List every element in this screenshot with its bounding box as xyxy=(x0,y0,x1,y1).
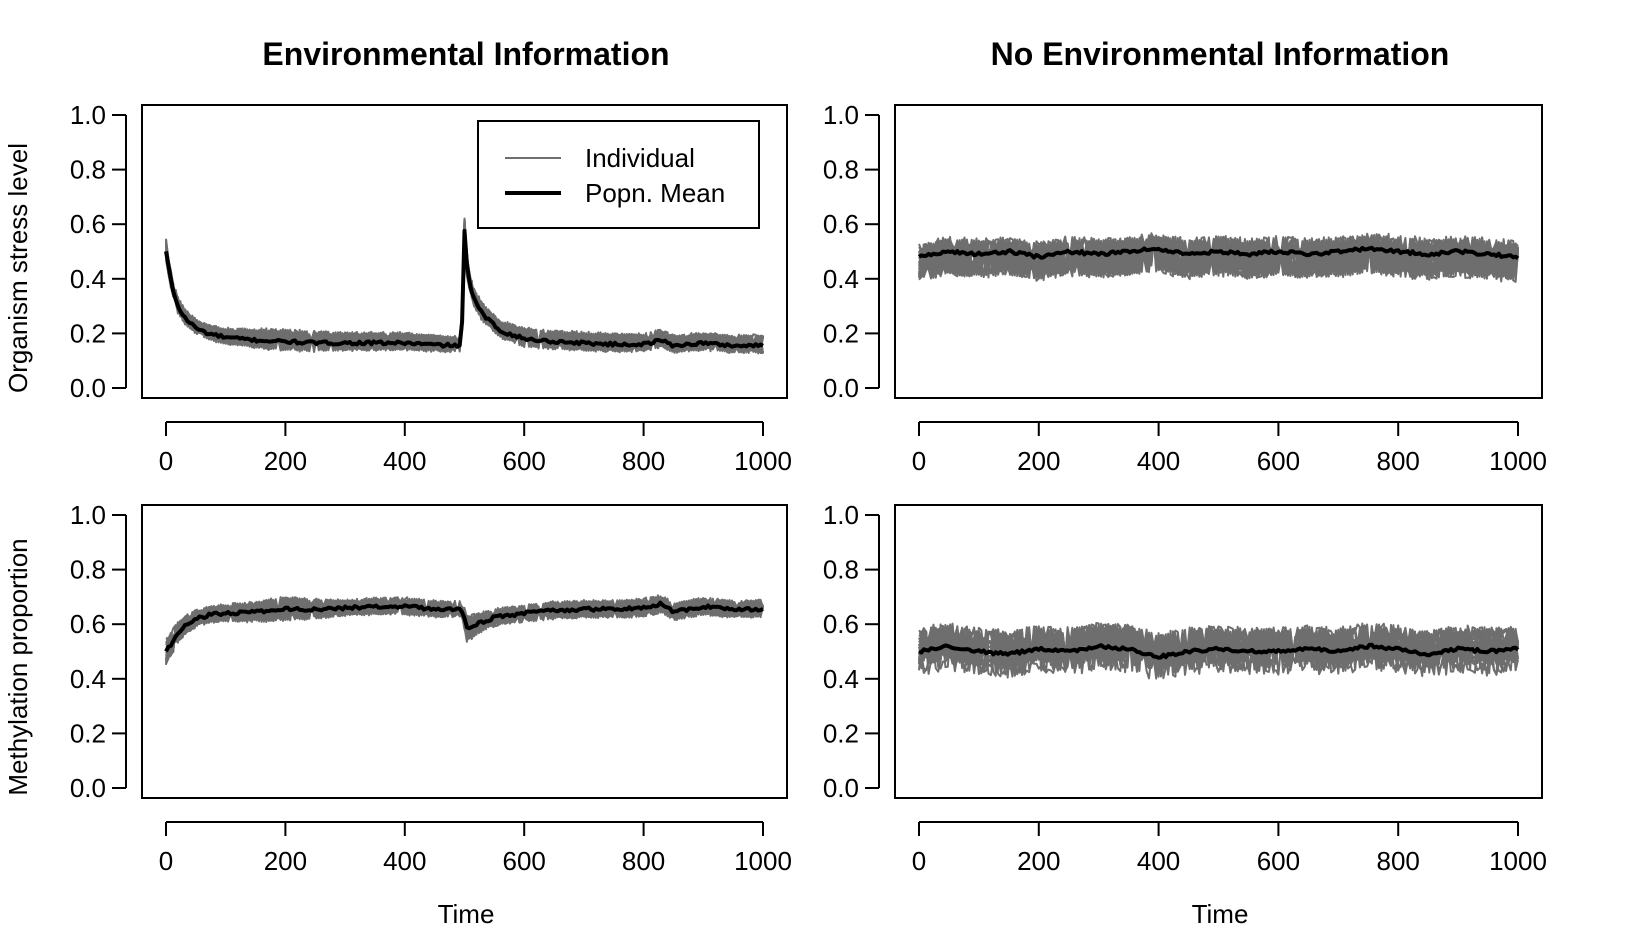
x-tick-label: 400 xyxy=(1137,846,1180,876)
x-tick-label: 0 xyxy=(159,846,173,876)
y-tick-label: 1.0 xyxy=(823,500,859,530)
x-tick-label: 600 xyxy=(503,446,546,476)
xlabel-left: Time xyxy=(438,899,495,929)
x-tick-label: 800 xyxy=(622,846,665,876)
x-tick-label: 800 xyxy=(622,446,665,476)
xlabel-right: Time xyxy=(1192,899,1249,929)
individual-line xyxy=(165,596,764,648)
y-tick-label: 0.0 xyxy=(823,773,859,803)
panel-4: 0 200 400 600 800 1000 0.0 0.2 0.4 0.6 0.8 1.0 xyxy=(823,500,1547,876)
y-tick-label: 0.6 xyxy=(823,609,859,639)
y-tick-label: 0.6 xyxy=(823,209,859,239)
x-tick-label: 800 xyxy=(1377,846,1420,876)
y-tick-label: 0.2 xyxy=(823,718,859,748)
x-tick-label: 400 xyxy=(1137,446,1180,476)
x-tick-label: 1000 xyxy=(734,846,792,876)
y-tick-label: 0.6 xyxy=(70,209,106,239)
x-tick-label: 1000 xyxy=(734,446,792,476)
x-tick-label: 200 xyxy=(264,846,307,876)
y-tick-label: 0.4 xyxy=(70,664,106,694)
plot-frame xyxy=(894,104,1543,399)
population-mean-line xyxy=(164,600,764,653)
legend-box xyxy=(477,120,760,229)
y-tick-label: 0.4 xyxy=(823,264,859,294)
legend-entry: Popn. Mean xyxy=(585,178,725,208)
y-tick-label: 0.8 xyxy=(70,155,106,185)
x-tick-label: 0 xyxy=(912,846,926,876)
population-mean-line xyxy=(164,228,764,349)
panel-1: 0 200 400 600 800 1000 0.0 0.2 0.4 0.6 0.8 1.0 Indiv… xyxy=(70,100,792,476)
individual-lines xyxy=(918,622,1519,680)
panel-3: 0 200 400 600 800 1000 0.0 0.2 0.4 0.6 0.8 1.0 xyxy=(70,500,792,876)
y-tick-label: 0.2 xyxy=(70,318,106,348)
individual-line xyxy=(918,233,1519,279)
x-tick-label: 200 xyxy=(1017,446,1060,476)
title-left: Environmental Information xyxy=(262,36,669,72)
x-tick-label: 0 xyxy=(912,446,926,476)
y-tick-label: 0.2 xyxy=(70,718,106,748)
x-tick-label: 600 xyxy=(1257,846,1300,876)
x-tick-label: 200 xyxy=(1017,846,1060,876)
x-tick-label: 1000 xyxy=(1489,846,1547,876)
panel-2: 0 200 400 600 800 1000 0.0 0.2 0.4 0.6 0.8 1.0 xyxy=(823,100,1547,476)
y-tick-label: 0.0 xyxy=(70,373,106,403)
x-tick-label: 0 xyxy=(159,446,173,476)
legend: Individual Popn. Mean xyxy=(477,120,760,229)
title-right: No Environmental Information xyxy=(991,36,1450,72)
plot-frame xyxy=(141,504,788,799)
y-tick-label: 0.4 xyxy=(823,664,859,694)
x-tick-label: 400 xyxy=(383,846,426,876)
individual-lines xyxy=(165,594,764,665)
x-tick-label: 800 xyxy=(1377,446,1420,476)
y-tick-label: 0.4 xyxy=(70,264,106,294)
individual-line xyxy=(918,235,1519,279)
y-tick-label: 0.8 xyxy=(70,555,106,585)
panels: 0 200 400 600 800 1000 0.0 0.2 0.4 0.6 0.8 1.0 Indiv… xyxy=(70,100,1547,876)
x-tick-label: 600 xyxy=(1257,446,1300,476)
population-mean-line xyxy=(917,245,1520,261)
individual-line xyxy=(918,634,1519,678)
y-tick-label: 1.0 xyxy=(823,100,859,130)
legend-entry: Individual xyxy=(585,143,695,173)
y-tick-label: 0.0 xyxy=(70,773,106,803)
y-tick-label: 1.0 xyxy=(70,100,106,130)
plot-frame xyxy=(894,504,1543,799)
plot-frame xyxy=(141,104,788,399)
ylabel-top: Organism stress level xyxy=(3,143,33,393)
individual-line xyxy=(165,596,764,658)
individual-line xyxy=(918,232,1519,278)
y-tick-label: 0.6 xyxy=(70,609,106,639)
individual-lines xyxy=(918,232,1519,283)
y-tick-label: 0.8 xyxy=(823,555,859,585)
x-tick-label: 400 xyxy=(383,446,426,476)
x-tick-label: 600 xyxy=(503,846,546,876)
x-tick-label: 200 xyxy=(264,446,307,476)
ylabel-bottom: Methylation proportion xyxy=(3,538,33,795)
y-tick-label: 0.8 xyxy=(823,155,859,185)
y-tick-label: 0.0 xyxy=(823,373,859,403)
y-tick-label: 0.2 xyxy=(823,318,859,348)
population-mean-line xyxy=(918,642,1520,660)
x-tick-label: 1000 xyxy=(1489,446,1547,476)
y-tick-label: 1.0 xyxy=(70,500,106,530)
